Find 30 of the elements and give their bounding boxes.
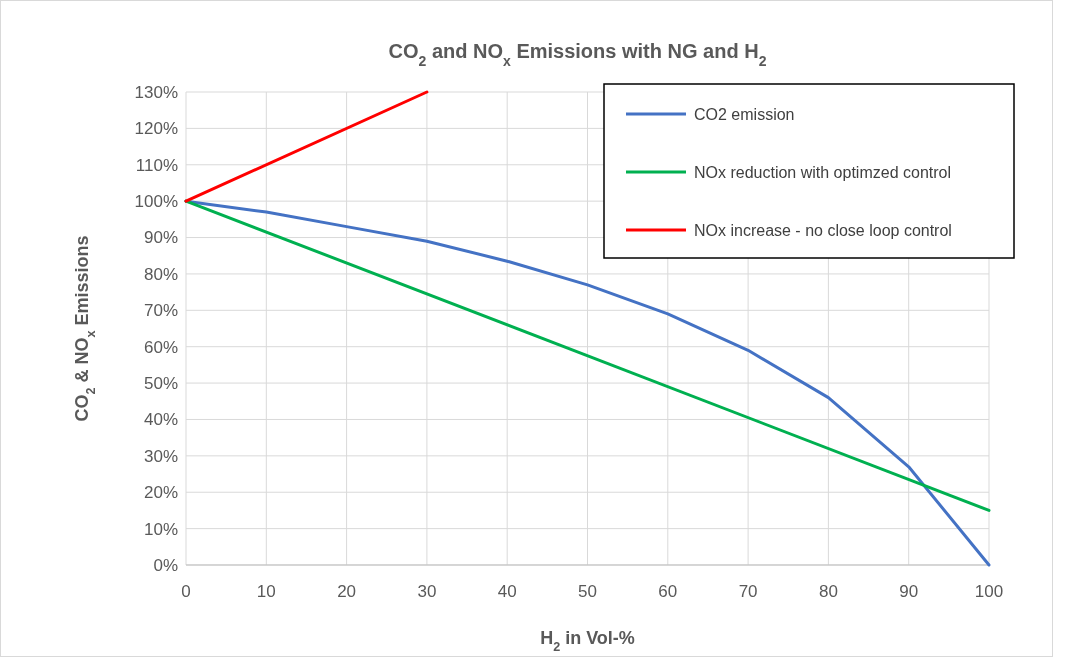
y-tick-label: 120%	[134, 119, 178, 139]
x-tick-label: 0	[181, 582, 191, 601]
x-tick-label: 60	[658, 582, 678, 601]
legend-label: NOx increase - no close loop control	[694, 221, 952, 239]
y-tick-label: 70%	[143, 301, 178, 321]
y-tick-label: 30%	[143, 446, 178, 466]
chart-title: CO$_{2}$ and NO$_{x}$ Emissions with NG and H$_{2}$	[388, 40, 767, 69]
legend-label: CO2 emission	[694, 105, 795, 123]
x-axis-title: H$_{2}$ in Vol-%	[540, 628, 635, 654]
y-tick-label: 110%	[135, 155, 178, 175]
y-tick-label: 80%	[143, 264, 178, 284]
x-tick-label: 10	[256, 582, 276, 601]
x-tick-label: 40	[497, 582, 517, 601]
y-tick-label: 50%	[143, 374, 178, 394]
legend-label: NOx reduction with optimzed control	[694, 163, 951, 181]
y-tick-label: 100%	[134, 192, 178, 212]
y-tick-label: 20%	[143, 483, 178, 503]
y-tick-label: 90%	[143, 228, 178, 248]
x-tick-label: 100	[974, 582, 1004, 601]
x-tick-label: 90	[899, 582, 919, 601]
x-tick-label: 70	[738, 582, 758, 601]
x-tick-label: 20	[337, 582, 357, 601]
x-tick-label: 80	[818, 582, 838, 601]
y-tick-label: 40%	[143, 410, 178, 430]
x-tick-label: 50	[578, 582, 597, 601]
x-tick-label: 30	[417, 582, 437, 601]
y-tick-label: 0%	[153, 555, 178, 575]
y-tick-label: 10%	[143, 519, 178, 539]
y-tick-label: 60%	[143, 337, 178, 357]
y-tick-label: 130%	[134, 82, 178, 102]
